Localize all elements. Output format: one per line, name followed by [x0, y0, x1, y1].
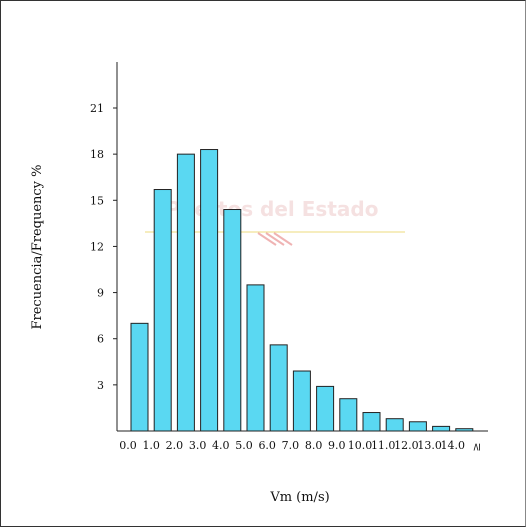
x-tick-label: 1.0	[142, 439, 160, 452]
bar	[223, 209, 242, 432]
x-tick-label: 9.0	[328, 439, 346, 452]
x-ticks-group: 0.0 1.0 2.0 3.0 4.0 5.0 6.0 7.0 8.0 9.0 10.011.012…	[119, 439, 483, 452]
bar	[432, 425, 451, 432]
x-tick-label: 5.0	[235, 439, 253, 452]
bar	[246, 284, 265, 432]
bar	[316, 385, 335, 432]
bar	[200, 149, 219, 432]
x-tick-label: 3.0	[189, 439, 207, 452]
bar	[176, 153, 195, 432]
x-tick-label: 13.0	[417, 439, 442, 452]
x-tick-label: 6.0	[258, 439, 276, 452]
bar	[362, 412, 381, 432]
y-tick-label: 6	[97, 333, 104, 346]
bar	[339, 398, 358, 432]
y-tick-label: 18	[90, 148, 104, 161]
x-tick-label: 0.0	[119, 439, 137, 452]
x-tick-label: 2.0	[166, 439, 184, 452]
bar	[153, 189, 172, 432]
y-tick-label: 3	[97, 379, 104, 392]
y-tick-label: 21	[90, 102, 104, 115]
x-tick-label: 12.0	[394, 439, 419, 452]
watermark-logo-mark	[257, 232, 293, 246]
bar	[408, 421, 427, 432]
bar	[385, 418, 404, 432]
y-axis-title: Frecuencia/Frequency %	[30, 164, 45, 329]
y-tick-label: 9	[97, 287, 104, 300]
bar	[130, 322, 149, 432]
y-tick-label: 15	[90, 194, 104, 207]
x-tick-label: 7.0	[282, 439, 300, 452]
x-tick-label: ≥	[470, 442, 483, 451]
watermark-text: Puertos del Estado	[166, 197, 379, 221]
bars-group	[130, 149, 474, 432]
bar	[292, 370, 311, 432]
x-tick-label: 4.0	[212, 439, 230, 452]
x-tick-label: 10.0	[348, 439, 373, 452]
x-tick-label: 11.0	[371, 439, 396, 452]
y-tick-label: 12	[90, 240, 104, 253]
y-ticks-group: 3 6 9 12 15 18 21	[90, 102, 117, 392]
x-tick-label: 14.0	[441, 439, 466, 452]
x-axis-title: Vm (m/s)	[269, 490, 329, 505]
bar	[269, 344, 288, 432]
x-tick-label: 8.0	[305, 439, 323, 452]
